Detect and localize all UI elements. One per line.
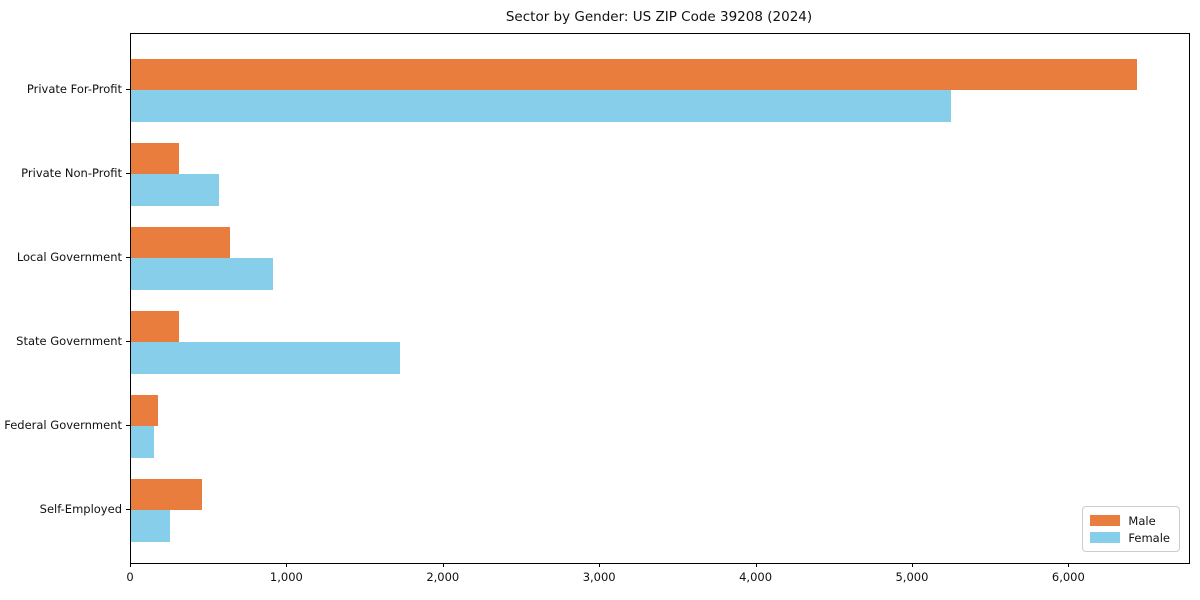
legend: Male Female	[1082, 506, 1180, 552]
x-tick-label: 0	[126, 570, 134, 584]
y-axis-label: Private Non-Profit	[21, 166, 122, 180]
x-tick-label: 2,000	[426, 570, 460, 584]
bar-male-1	[131, 58, 1137, 90]
chart-title: Sector by Gender: US ZIP Code 39208 (202…	[505, 9, 813, 25]
x-tick-mark	[286, 563, 288, 567]
y-tick-mark	[126, 89, 130, 90]
bar-male-3	[131, 226, 230, 258]
x-tick-mark	[1068, 563, 1070, 567]
x-tick-mark	[755, 563, 757, 567]
y-tick-mark	[126, 173, 130, 174]
legend-item-female: Female	[1090, 529, 1170, 546]
legend-label: Female	[1128, 530, 1170, 545]
y-tick-mark	[126, 509, 130, 510]
x-tick-label: 6,000	[1051, 570, 1085, 584]
bar-female-5	[131, 426, 155, 458]
x-tick-mark	[599, 563, 601, 567]
x-tick-mark	[911, 563, 913, 567]
plot-area: Male Female	[130, 33, 1190, 564]
y-axis-label: Private For-Profit	[26, 82, 122, 96]
bar-female-6	[131, 510, 171, 542]
x-tick-label: 5,000	[895, 570, 929, 584]
x-tick-label: 1,000	[269, 570, 303, 584]
legend-swatch-female	[1090, 532, 1121, 543]
y-axis-label: State Government	[16, 334, 122, 348]
y-tick-mark	[126, 341, 130, 342]
bar-male-2	[131, 142, 180, 174]
x-tick-mark	[442, 563, 444, 567]
legend-item-male: Male	[1090, 512, 1170, 529]
y-axis-label: Federal Government	[4, 418, 122, 432]
y-tick-mark	[126, 257, 130, 258]
x-tick-mark	[130, 563, 131, 567]
bar-male-6	[131, 478, 203, 510]
bar-female-4	[131, 342, 400, 374]
bar-female-2	[131, 174, 219, 206]
y-tick-mark	[126, 425, 130, 426]
bar-female-1	[131, 90, 951, 122]
y-axis-label: Local Government	[16, 250, 122, 264]
y-axis-label: Self-Employed	[39, 502, 122, 516]
x-tick-label: 4,000	[739, 570, 773, 584]
bar-female-3	[131, 258, 274, 290]
bar-male-4	[131, 310, 180, 342]
bar-male-5	[131, 394, 158, 426]
legend-label: Male	[1128, 513, 1156, 528]
x-tick-label: 3,000	[582, 570, 616, 584]
legend-swatch-male	[1090, 515, 1121, 526]
